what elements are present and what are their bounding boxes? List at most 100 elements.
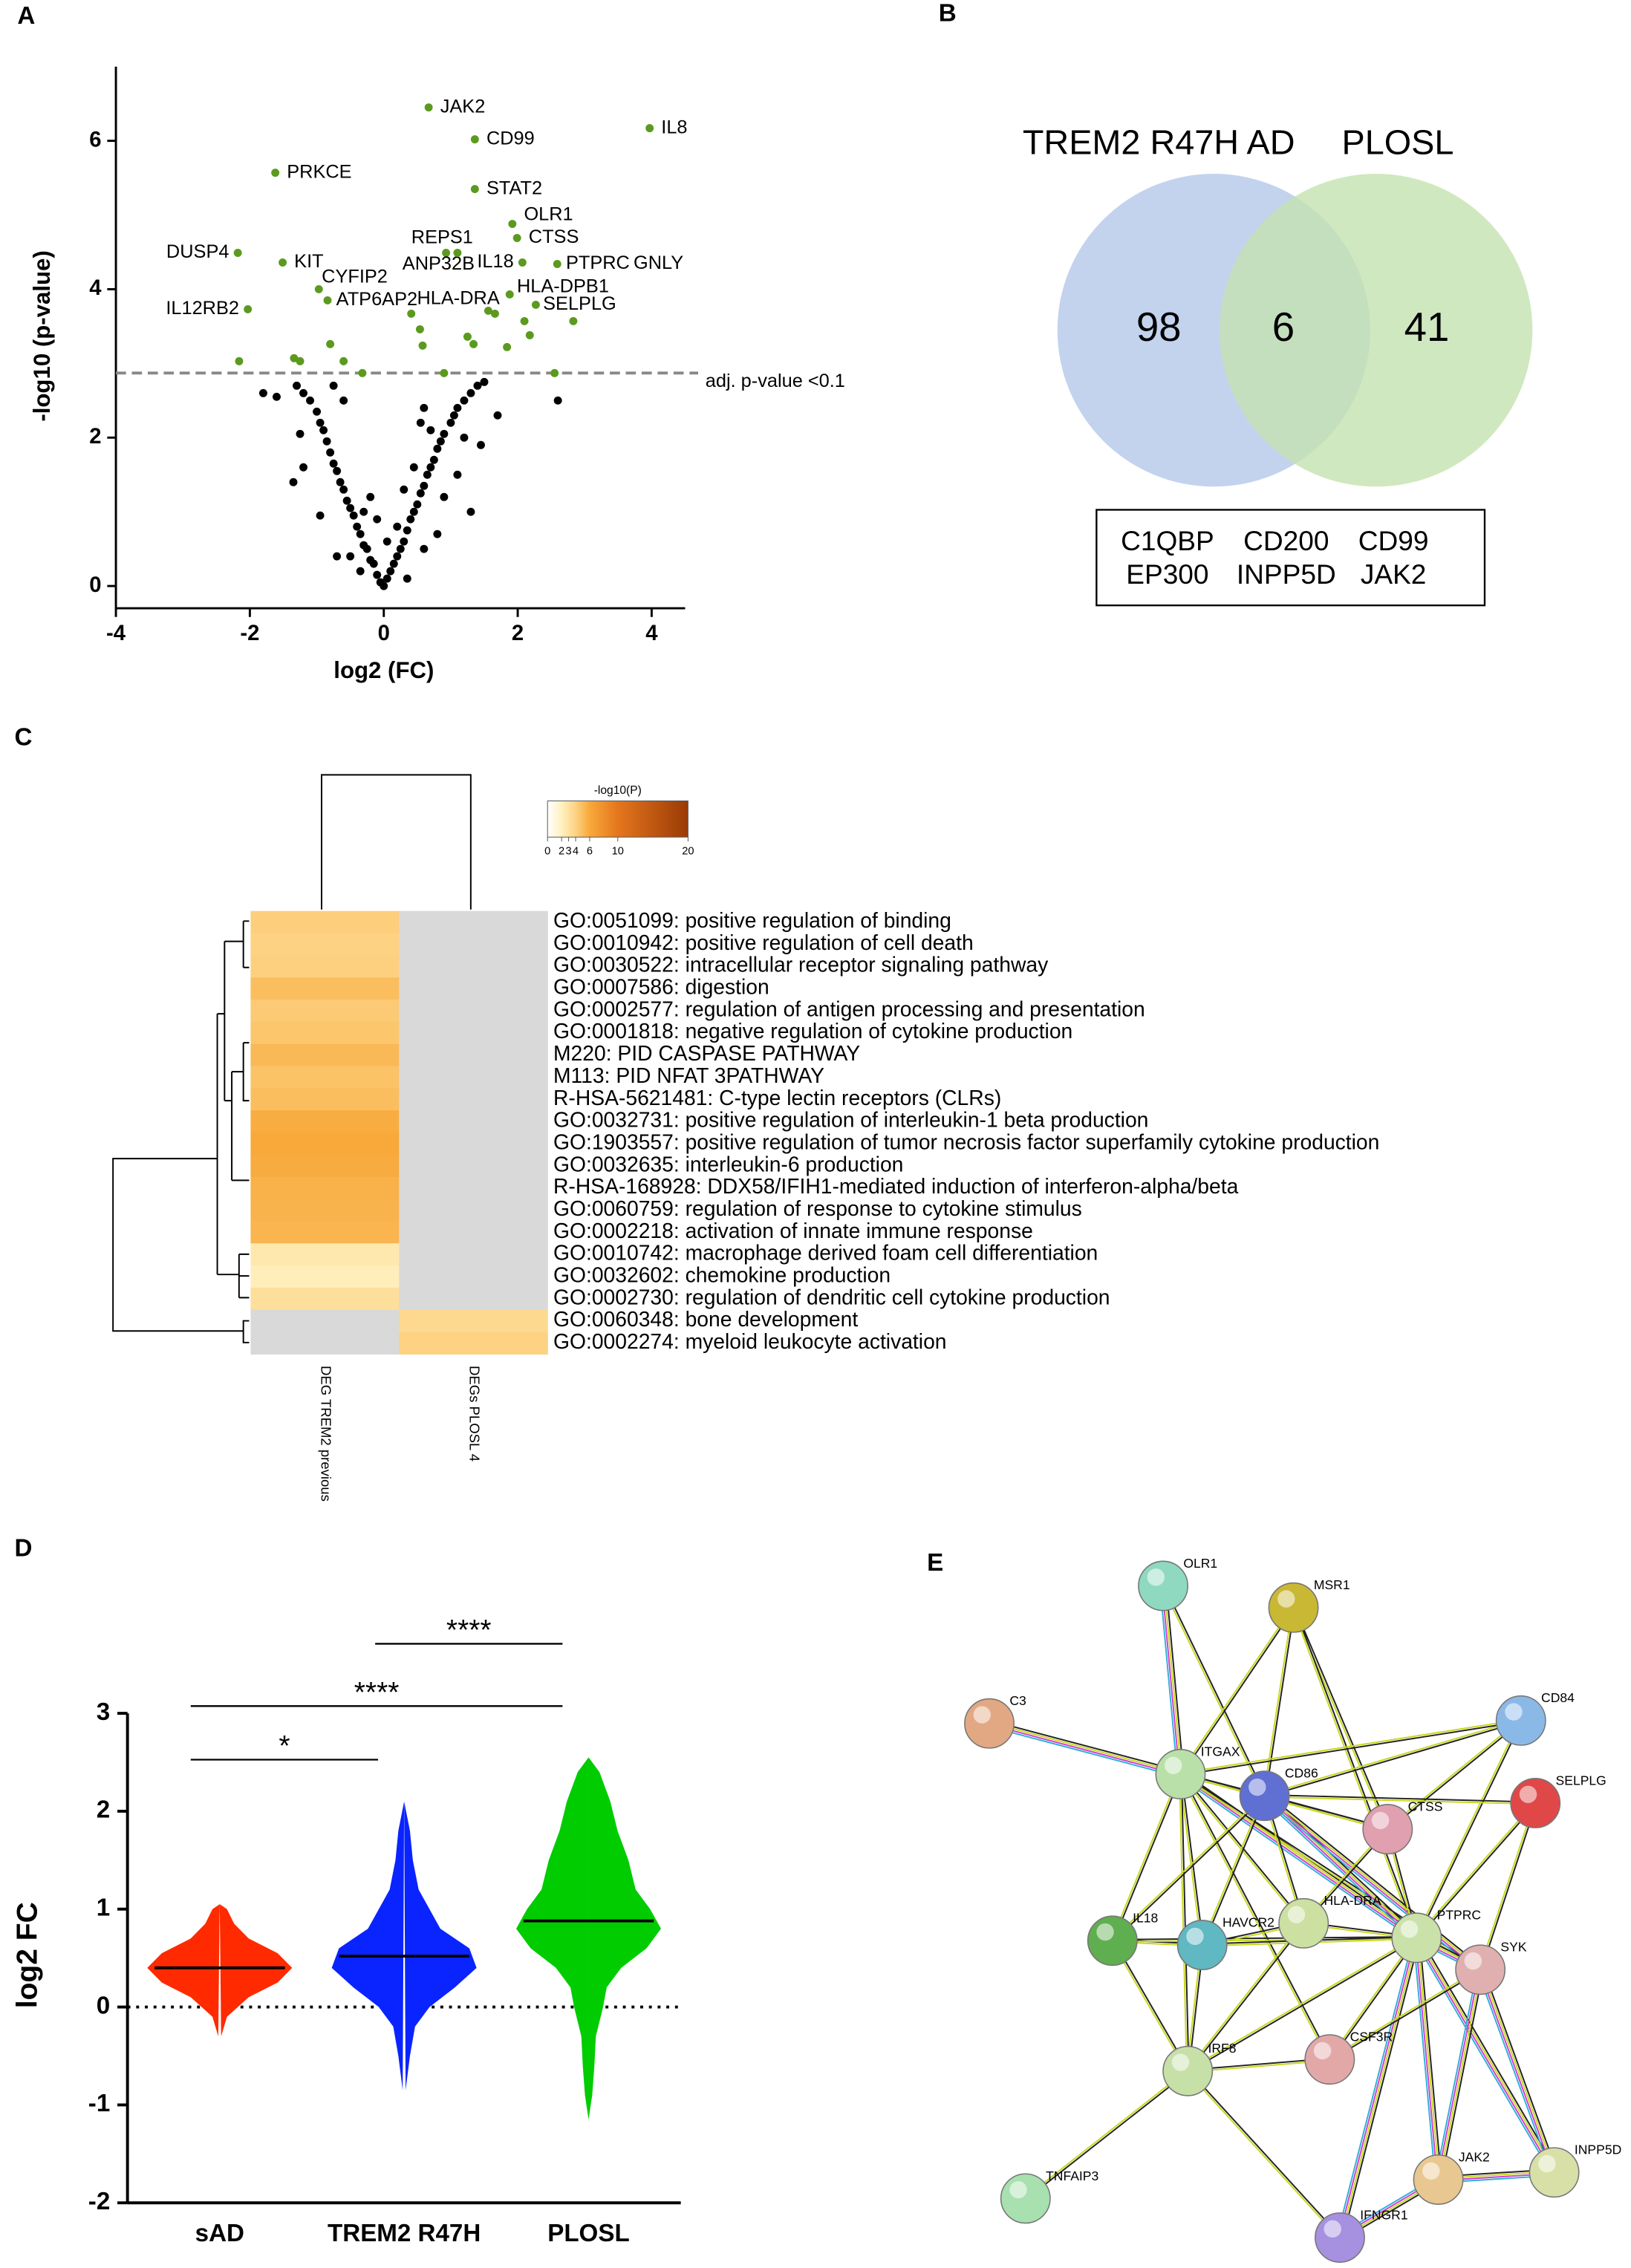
network-edge [1188,2070,1341,2238]
network-edge [1159,1586,1179,1775]
network-edge [1179,1774,1202,1946]
heatmap-cell [399,1043,548,1067]
node-label: MSR1 [1314,1577,1350,1592]
violin-half [147,1904,220,2037]
row-label: GO:0032635: interleukin-6 production [553,1152,903,1176]
node-label: HLA-DRA [1324,1893,1381,1908]
network-edge [1415,1719,1521,1938]
network-edge [1113,1774,1182,1942]
point [339,396,348,405]
venn-overlap: 6 [1272,304,1295,350]
network-edge [1179,1774,1417,1940]
network-edge [1478,1802,1535,1970]
point [453,403,462,412]
network-edge [1026,2071,1189,2200]
point [272,392,281,401]
point [493,411,502,420]
network-node [1162,2045,1214,2096]
network-edge [1264,1794,1482,1969]
point-label: IL8 [661,117,687,137]
network-node [1455,1944,1506,1995]
heatmap-cell [250,1243,400,1266]
network-edge [1436,1969,1480,2180]
heatmap-cell [399,1287,548,1311]
point-label: ATP6AP2 [336,289,417,310]
network-edge [1113,1796,1266,1942]
network-edge [1263,1607,1294,1796]
row-label: GO:0060348: bone development [553,1307,858,1331]
point [380,581,388,590]
row-label: GO:0060759: regulation of response to cy… [553,1196,1082,1220]
heatmap-cell [250,1287,400,1311]
network-node [1413,2154,1464,2205]
heatmap-cell [250,1221,400,1244]
heatmap-cell [399,955,548,978]
column-label: DEGs PLOSL 4 [466,1366,482,1462]
network-edge [988,1725,1180,1778]
heatmap-cell [250,1176,400,1200]
point [433,529,442,538]
point [373,570,382,579]
column-dendrogram [321,774,472,910]
y-tick-label: 2 [89,425,101,449]
point [503,342,512,351]
panel-label: B [939,0,957,27]
network-edge [1179,1773,1188,2071]
node-label: JAK2 [1459,2149,1490,2164]
node-label: HAVCR2 [1223,1915,1274,1929]
point [420,403,429,412]
node-highlight [1249,1778,1266,1796]
point-label: STAT2 [486,177,542,198]
venn-set-name: TREM2 R47H AD [1023,123,1295,161]
network-edge [1293,1606,1390,1829]
network-node [1087,1915,1138,1966]
point [313,407,322,416]
network-edge [1329,1968,1480,2059]
point [403,574,411,583]
network-edge [1161,1586,1181,1775]
colorbar-tick-label: 0 [544,846,550,858]
point [296,356,305,365]
node-label: OLR1 [1183,1556,1217,1571]
network-node [1362,1804,1413,1855]
node-highlight [1464,1952,1482,1970]
point [518,258,527,267]
x-tick-label: -2 [240,622,259,645]
node-highlight [1324,2220,1341,2238]
node-highlight [1277,1590,1295,1608]
point [525,330,534,339]
node-highlight [1519,1785,1537,1803]
heatmap-cell [250,1199,400,1222]
node-highlight [1171,2053,1190,2071]
network-edge [1419,1935,1557,2171]
row-dendrogram [112,920,250,1343]
point [409,463,418,472]
point [279,258,287,267]
y-tick-label: 1 [97,1894,110,1921]
gene: EP300 [1126,558,1208,590]
node-label: IRF8 [1208,2041,1237,2056]
row-label: GO:0002730: regulation of dendritic cell… [553,1285,1110,1309]
heatmap-cell [399,1133,548,1156]
network-node [1315,2212,1365,2263]
venn-set-name: PLOSL [1342,123,1454,161]
node-highlight [1009,2180,1027,2199]
y-tick-label: 2 [97,1796,110,1824]
point [413,500,422,509]
point-label: HLA-DPB1 [517,276,609,296]
point [453,470,462,479]
y-tick-label: 0 [89,573,101,597]
heatmap-cell [399,1265,548,1288]
network-edge [1111,1794,1265,1940]
x-tick-label: 4 [645,622,658,645]
network-edge [1180,1718,1521,1774]
y-axis-label: -log10 (p-value) [29,250,55,421]
network-edge [1477,1970,1552,2174]
point [316,511,325,520]
point [440,429,449,438]
y-tick-label: -1 [88,2090,110,2117]
network-edge [1434,1969,1479,2180]
point [553,260,561,268]
network-edge [1180,1773,1332,2059]
row-label: GO:0010942: positive regulation of cell … [553,931,974,954]
